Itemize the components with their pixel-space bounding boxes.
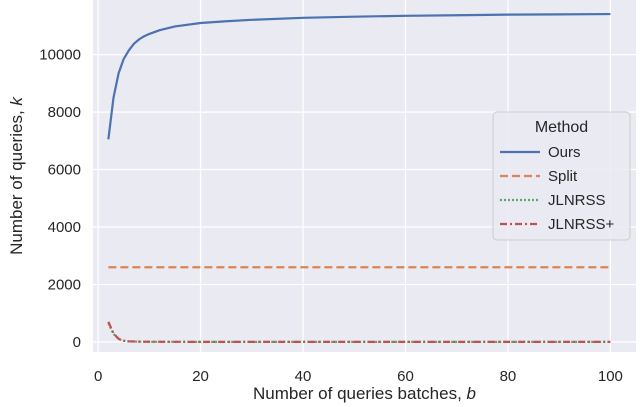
legend-entries: Ours Split JLNRSS JLNRSS+ <box>500 144 615 233</box>
series-line-ours <box>107 12 611 140</box>
x-tick-label: 40 <box>295 368 312 385</box>
y-tick-label: 4000 <box>48 219 81 236</box>
x-tick-label: 60 <box>397 368 414 385</box>
x-tick-label: 100 <box>598 368 623 385</box>
series-line-jlnrss <box>107 321 611 343</box>
x-axis-label: Number of queries batches, b <box>253 384 476 403</box>
x-tick-label: 80 <box>500 368 517 385</box>
legend: Method Ours Split JLNRSS JLNRSS+ <box>492 111 631 241</box>
tick-labels: 0 20 40 60 80 100 0 2000 4000 6000 8000 10000 <box>39 47 623 385</box>
x-tick-label: 20 <box>192 368 209 385</box>
x-tick-label: 0 <box>94 368 102 385</box>
series-group <box>107 12 611 343</box>
legend-label: Ours <box>548 144 581 161</box>
y-tick-label: 10000 <box>39 47 81 64</box>
y-tick-label: 0 <box>73 334 81 351</box>
y-tick-label: 6000 <box>48 162 81 179</box>
y-axis-label: Number of queries, k <box>7 96 26 255</box>
legend-label: JLNRSS <box>548 192 606 209</box>
legend-title: Method <box>535 119 588 136</box>
y-tick-label: 2000 <box>48 276 81 293</box>
legend-label: JLNRSS+ <box>548 216 615 233</box>
y-tick-label: 8000 <box>48 104 81 121</box>
legend-box <box>492 111 631 241</box>
legend-label: Split <box>548 168 578 185</box>
